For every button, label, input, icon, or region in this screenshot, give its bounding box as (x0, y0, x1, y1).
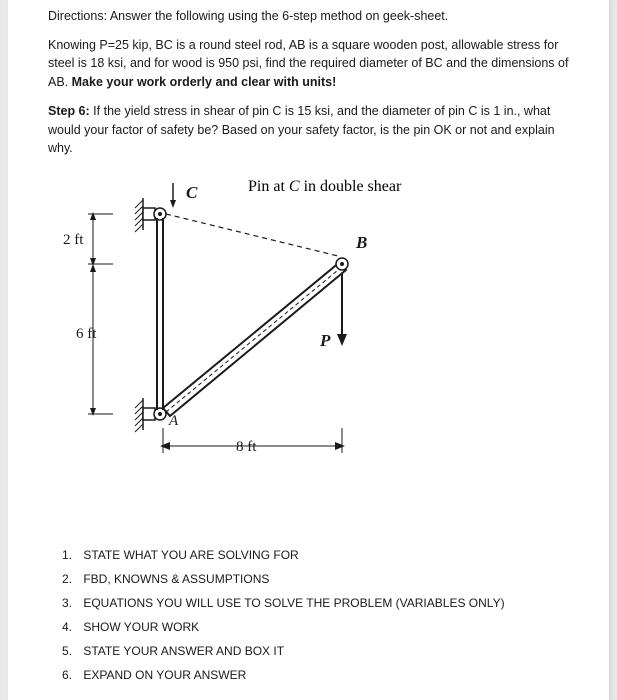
step-item-6: 6. EXPAND ON YOUR ANSWER (58, 663, 569, 687)
pin-at-text: Pin at (248, 178, 289, 195)
diagram-container: Pin at C in double shear (58, 178, 569, 473)
step-5-text: STATE YOUR ANSWER AND BOX IT (83, 644, 284, 658)
step-text: If the yield stress in shear of pin C is… (48, 104, 555, 156)
problem-emphasis: Make your work orderly and clear with un… (72, 75, 337, 89)
step-paragraph: Step 6: If the yield stress in shear of … (48, 102, 569, 158)
dim-8ft-text: 8 ft (236, 439, 257, 455)
problem-paragraph: Knowing P=25 kip, BC is a round steel ro… (48, 36, 569, 92)
double-shear-text: in double shear (300, 178, 402, 195)
label-p: P (319, 331, 331, 350)
wall-hatch-bottom (135, 398, 143, 432)
step-item-2: 2. FBD, KNOWNS & ASSUMPTIONS (58, 567, 569, 591)
shear-title-wrapper: Pin at C in double shear (248, 178, 401, 196)
step-1-text: STATE WHAT YOU ARE SOLVING FOR (83, 548, 298, 562)
dim-2ft-text: 2 ft (63, 232, 84, 248)
directions-text: Answer the following using the 6-step me… (110, 9, 448, 23)
c-italic: C (289, 178, 300, 195)
steps-list: 1. STATE WHAT YOU ARE SOLVING FOR 2. FBD… (48, 543, 569, 687)
dim-6ft-text: 6 ft (76, 326, 97, 342)
step-2-text: FBD, KNOWNS & ASSUMPTIONS (83, 572, 269, 586)
load-p-arrow (337, 273, 347, 346)
step-item-4: 4. SHOW YOUR WORK (58, 615, 569, 639)
label-b: B (355, 233, 367, 252)
step-label: Step 6: (48, 104, 90, 118)
label-c: C (186, 183, 198, 202)
step-3-text: EQUATIONS YOU WILL USE TO SOLVE THE PROB… (83, 596, 504, 610)
step-4-text: SHOW YOUR WORK (83, 620, 199, 634)
wall-hatch-top (135, 198, 143, 232)
step-item-3: 3. EQUATIONS YOU WILL USE TO SOLVE THE P… (58, 591, 569, 615)
step-item-1: 1. STATE WHAT YOU ARE SOLVING FOR (58, 543, 569, 567)
structural-diagram: C B A P 2 ft 6 ft 8 ft (58, 178, 418, 468)
label-a: A (168, 413, 179, 429)
directions-paragraph: Directions: Answer the following using t… (48, 8, 569, 26)
step-6-text: EXPAND ON YOUR ANSWER (83, 668, 246, 682)
document-page: Directions: Answer the following using t… (8, 0, 609, 700)
dim-2ft (88, 212, 113, 266)
step-item-5: 5. STATE YOUR ANSWER AND BOX IT (58, 639, 569, 663)
directions-label: Directions: (48, 9, 107, 23)
